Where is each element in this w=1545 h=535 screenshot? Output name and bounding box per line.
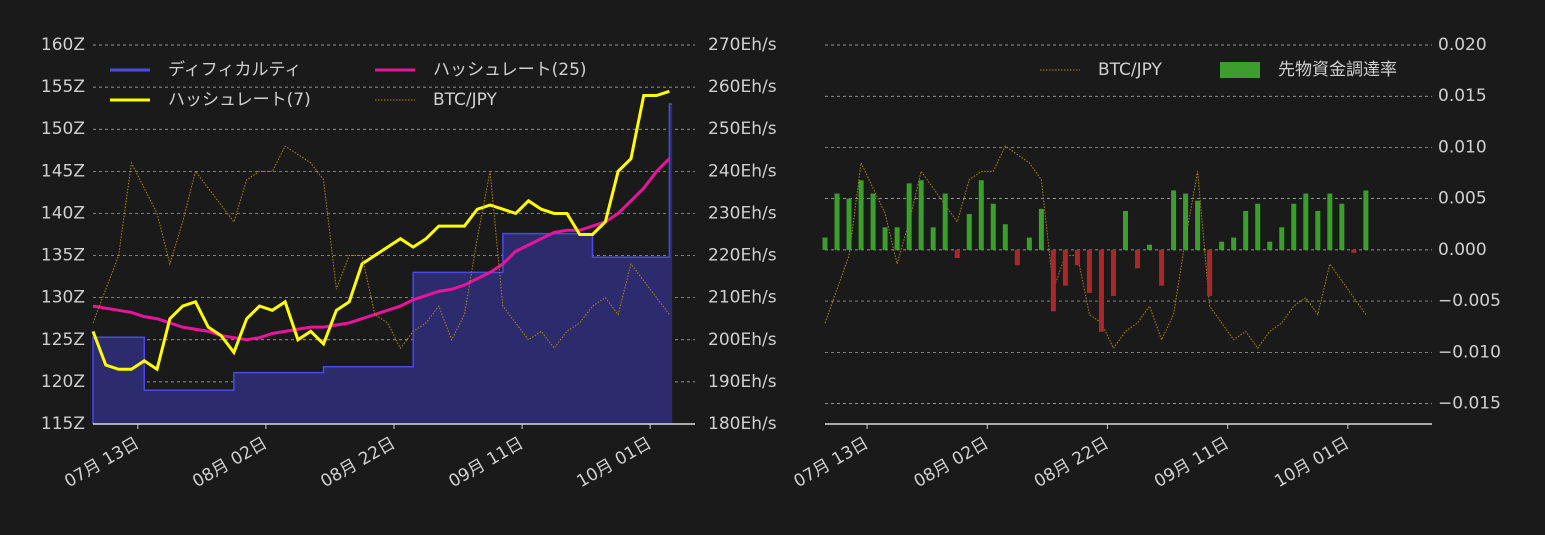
bar	[1098, 249, 1104, 332]
legend-label: ディフィカルティ	[168, 59, 301, 80]
y-tick-label: 0.020	[1438, 35, 1487, 55]
y2-tick-label: 260Eh/s	[708, 77, 777, 97]
x-tick-label: 08月 02日	[911, 433, 993, 492]
legend-label: ハッシュレート(25)	[433, 60, 587, 80]
bar	[882, 227, 888, 250]
bar	[1351, 249, 1357, 253]
bar	[1231, 237, 1237, 250]
y-tick-label: −0.010	[1438, 342, 1501, 362]
bar	[834, 193, 840, 250]
bar	[894, 227, 900, 250]
bar	[1171, 190, 1177, 250]
bar	[1038, 208, 1044, 250]
x-tick-label: 08月 22日	[317, 433, 399, 492]
y-tick-label: 150Z	[41, 119, 85, 139]
y-tick-label: 140Z	[41, 203, 85, 223]
bar	[1086, 249, 1092, 293]
x-tick-label: 09月 11日	[1151, 433, 1233, 492]
x-tick-label: 07月 13日	[790, 433, 872, 492]
y2-tick-label: 200Eh/s	[708, 330, 777, 350]
bar	[1026, 237, 1032, 250]
bar	[1122, 210, 1128, 250]
bar	[906, 183, 912, 250]
x-tick-label: 10月 01日	[1271, 433, 1353, 492]
bar	[846, 198, 852, 250]
legend-label: 先物資金調達率	[1278, 60, 1397, 80]
bar	[1147, 244, 1153, 250]
legend-label: BTC/JPY	[1098, 60, 1163, 80]
y-tick-label: 0.005	[1438, 189, 1487, 209]
y-tick-label: 130Z	[41, 288, 85, 308]
bar	[1267, 241, 1273, 250]
bar	[1255, 203, 1261, 250]
y2-tick-label: 180Eh/s	[708, 414, 777, 434]
y-tick-label: −0.005	[1438, 291, 1501, 311]
series-line	[92, 157, 671, 342]
bar	[1291, 203, 1297, 250]
bar	[1074, 249, 1080, 266]
bar	[918, 180, 924, 250]
bar	[978, 180, 984, 250]
y-tick-label: 160Z	[41, 35, 85, 55]
y-tick-label: 0.010	[1438, 137, 1487, 157]
bar	[966, 214, 972, 250]
y-tick-label: 0.000	[1438, 240, 1487, 260]
bar	[1159, 249, 1165, 286]
bar	[1327, 193, 1333, 250]
bar	[1363, 190, 1369, 250]
bar	[1062, 249, 1068, 286]
y-tick-label: −0.015	[1438, 394, 1501, 414]
y2-tick-label: 210Eh/s	[708, 288, 777, 308]
x-tick-label: 07月 13日	[61, 433, 143, 492]
bar	[1002, 224, 1008, 250]
y-tick-label: 120Z	[41, 372, 85, 392]
bar	[1339, 203, 1345, 250]
y2-tick-label: 230Eh/s	[708, 203, 777, 223]
y-tick-label: 145Z	[41, 161, 85, 181]
y2-tick-label: 250Eh/s	[708, 119, 777, 139]
bar	[1050, 249, 1056, 312]
x-tick-label: 08月 22日	[1031, 433, 1113, 492]
bar	[822, 237, 828, 250]
y-tick-label: 0.015	[1438, 86, 1487, 106]
bar	[1303, 193, 1309, 250]
x-tick-label: 09月 11日	[445, 433, 527, 492]
bar	[1195, 200, 1201, 250]
x-tick-label: 08月 02日	[189, 433, 271, 492]
y2-tick-label: 190Eh/s	[708, 372, 777, 392]
y2-tick-label: 270Eh/s	[708, 35, 777, 55]
series-line	[824, 145, 1367, 350]
bar	[1110, 249, 1116, 296]
bar	[990, 203, 996, 250]
bar	[1243, 210, 1249, 250]
y-tick-label: 155Z	[41, 77, 85, 97]
bar	[942, 193, 948, 250]
bar	[1135, 249, 1141, 269]
y-tick-label: 125Z	[41, 330, 85, 350]
y-tick-label: 115Z	[41, 414, 85, 434]
series-line	[91, 89, 670, 372]
legend-label: ハッシュレート(7)	[168, 90, 311, 110]
bar	[858, 180, 864, 250]
y2-tick-label: 220Eh/s	[708, 246, 777, 266]
bar	[930, 227, 936, 250]
bar	[1183, 193, 1189, 250]
bar	[1207, 249, 1213, 296]
bar	[954, 249, 960, 259]
bar	[1014, 249, 1020, 266]
y-tick-label: 135Z	[41, 246, 85, 266]
y2-tick-label: 240Eh/s	[708, 161, 777, 181]
bar	[1279, 227, 1285, 250]
bar	[1219, 241, 1225, 250]
difficulty-area	[93, 103, 673, 424]
bar	[1315, 210, 1321, 250]
legend-label: BTC/JPY	[433, 90, 498, 110]
legend-swatch	[1220, 62, 1260, 78]
bar	[870, 193, 876, 250]
x-tick-label: 10月 01日	[574, 433, 656, 492]
series-line	[92, 145, 670, 350]
